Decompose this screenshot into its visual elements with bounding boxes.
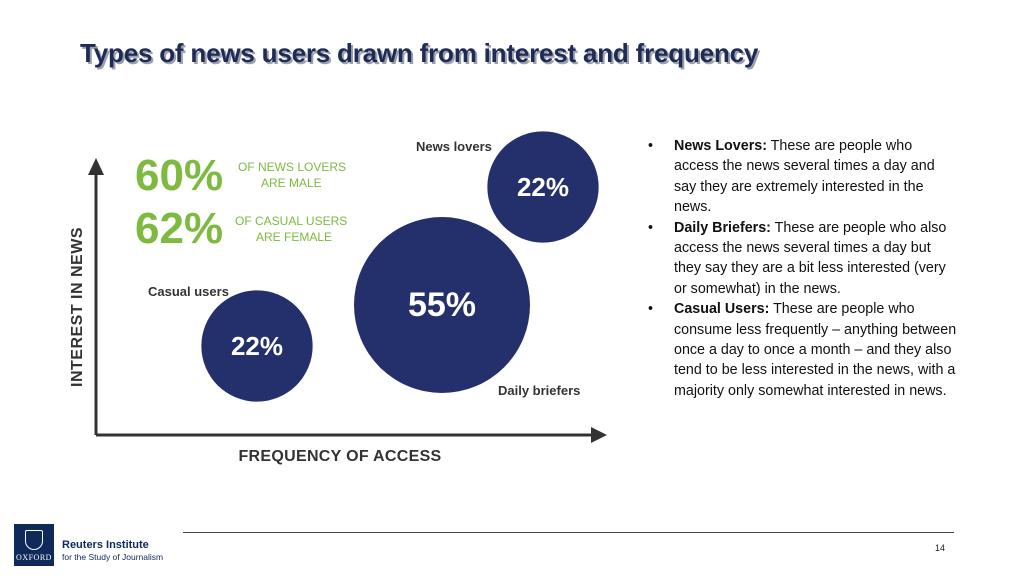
bubble-series-label: News lovers (416, 139, 492, 154)
x-axis-arrow (591, 427, 607, 443)
bubbles-group: 22% Casual users 55% Daily briefers 22% News … (148, 131, 599, 402)
stat-value-female: 62% (135, 204, 223, 253)
bullet-dot: • (648, 219, 654, 236)
bullet-dot: • (648, 138, 654, 154)
stat-line1-female: OF CASUAL USERS (235, 214, 347, 228)
bullet-text: These are people who also access the new… (674, 219, 947, 297)
bullet-item: • News Lovers: These are people who acces… (648, 136, 958, 218)
bubble-daily-briefers (354, 217, 530, 393)
footer-divider (183, 532, 954, 533)
stat-line1-male: OF NEWS LOVERS (238, 160, 346, 174)
logo-subtitle: for the Study of Journalism (62, 552, 164, 562)
bullet-term: News Lovers: (674, 138, 767, 154)
bullet-term: Daily Briefers: (674, 219, 771, 236)
bullet-text: These are people who access the news sev… (674, 138, 935, 216)
crest-word: OXFORD (16, 553, 52, 562)
oxford-crest-logo: OXFORD (14, 524, 54, 566)
y-axis-label: INTEREST IN NEWS (69, 227, 86, 387)
bullet-text: These are people who consume less freque… (674, 301, 957, 399)
y-axis-arrow (88, 158, 104, 175)
stat-line2-female: ARE FEMALE (256, 230, 332, 244)
bubble-casual-users (201, 290, 313, 402)
bullet-term: Casual Users: (674, 301, 770, 318)
crest-icon (25, 530, 43, 550)
bubble-series-label: Daily briefers (498, 383, 580, 398)
bubble-value-label: 22% (231, 331, 283, 361)
stat-value-male: 60% (135, 151, 223, 200)
x-axis-label: FREQUENCY OF ACCESS (238, 448, 441, 465)
stat-line2-male: ARE MALE (261, 176, 322, 190)
bubble-news-lovers (487, 131, 599, 243)
bubble-value-label: 55% (408, 286, 476, 324)
bullet-item: • Daily Briefers: These are people who al… (648, 218, 958, 300)
page-number: 14 (935, 543, 946, 553)
bullet-dot: • (648, 301, 654, 318)
bubble-chart: INTEREST IN NEWS FREQUENCY OF ACCESS 60%… (69, 131, 607, 465)
bubble-series-label: Casual users (148, 284, 229, 299)
logo-title: Reuters Institute (62, 539, 149, 551)
bullet-item: • Casual Users: These are people who cons… (648, 299, 958, 401)
bubble-value-label: 22% (517, 172, 569, 202)
page-title: Types of news users drawn from interest … (80, 38, 759, 68)
bullet-list: • News Lovers: These are people who acces… (648, 136, 958, 401)
